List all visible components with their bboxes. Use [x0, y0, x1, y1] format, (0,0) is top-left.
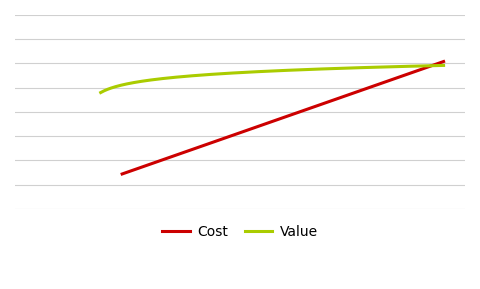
Cost	[119, 172, 125, 176]
Line: Value: Value	[101, 65, 444, 92]
Line: Cost: Cost	[122, 62, 444, 174]
Value	[408, 64, 414, 68]
Value	[302, 68, 308, 71]
Cost	[441, 60, 446, 63]
Value	[308, 68, 313, 71]
Value	[441, 64, 446, 67]
Value	[98, 91, 104, 94]
Value	[301, 68, 307, 71]
Value	[99, 90, 105, 94]
Legend: Cost, Value: Cost, Value	[157, 219, 323, 244]
Value	[387, 65, 393, 68]
